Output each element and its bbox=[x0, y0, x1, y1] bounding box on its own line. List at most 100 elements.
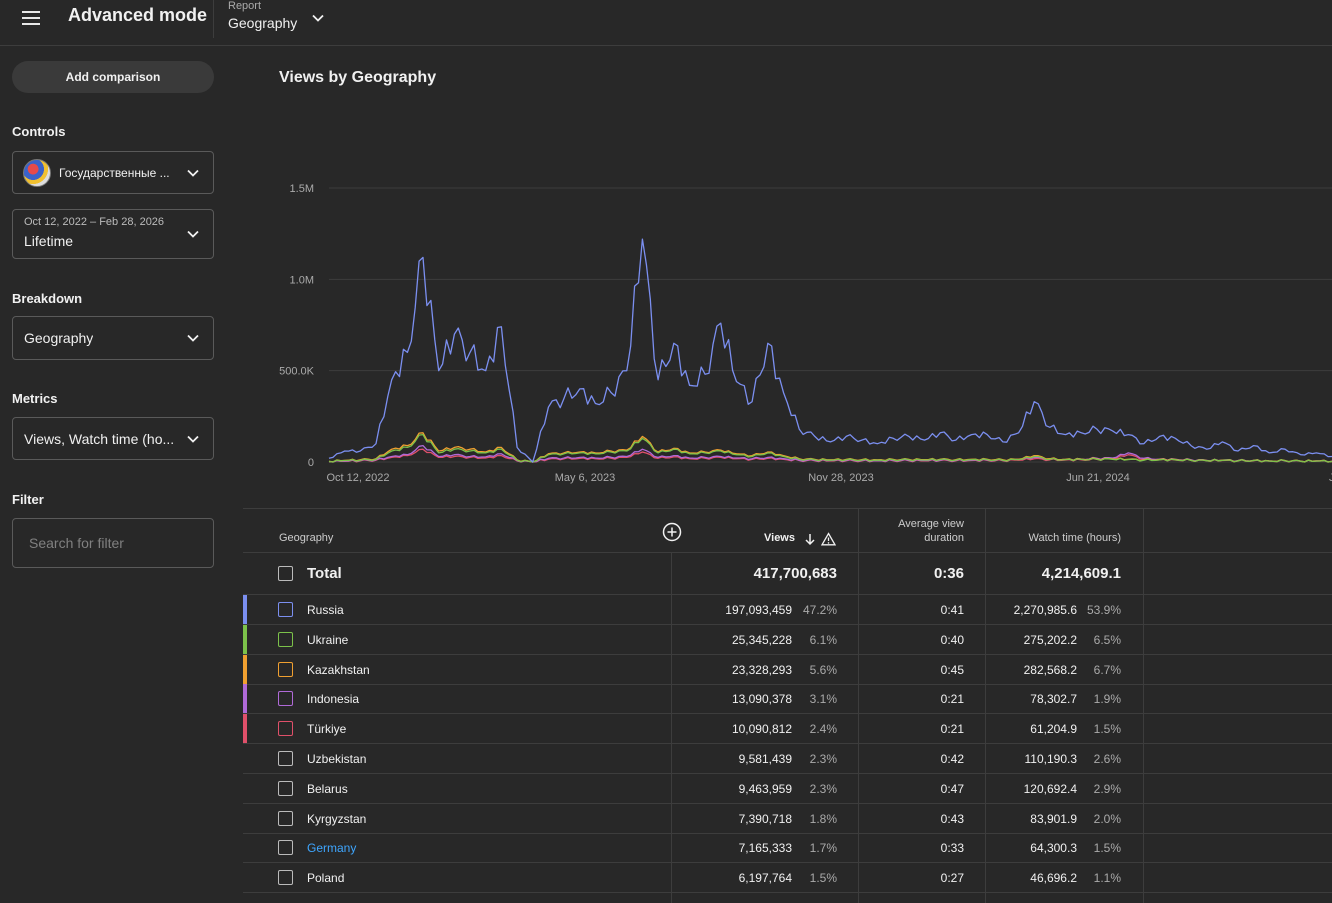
row-views: 6,197,764 bbox=[738, 871, 792, 886]
column-divider bbox=[1143, 508, 1144, 903]
add-column-icon[interactable] bbox=[662, 522, 682, 542]
row-watch-pct: 6.5% bbox=[1093, 632, 1121, 647]
row-duration: 0:40 bbox=[940, 632, 964, 647]
row-watch-time: 46,696.2 bbox=[1030, 871, 1077, 886]
table-row[interactable]: Ukraine 25,345,228 6.1% 0:40 275,202.2 6.5% bbox=[243, 624, 1332, 655]
row-checkbox[interactable] bbox=[278, 566, 293, 581]
sort-descending-icon[interactable] bbox=[804, 533, 816, 546]
date-range-text: Oct 12, 2022 – Feb 28, 2026 bbox=[24, 216, 165, 228]
metrics-selector[interactable]: Views, Watch time (ho... bbox=[12, 417, 214, 460]
row-duration: 0:21 bbox=[940, 722, 964, 737]
table-row[interactable]: Kazakhstan 23,328,293 5.6% 0:45 282,568.2 6.7… bbox=[243, 654, 1332, 685]
row-watch-time: 83,901.9 bbox=[1030, 811, 1077, 826]
row-name: Türkiye bbox=[307, 722, 347, 737]
row-checkbox[interactable] bbox=[278, 780, 293, 796]
table-row[interactable]: Russia 197,093,459 47.2% 0:41 2,270,985.6 53.… bbox=[243, 595, 1332, 625]
row-name: Poland bbox=[307, 871, 345, 886]
sidebar: Add comparison Controls Государственные … bbox=[0, 47, 228, 903]
row-watch-time: 78,302.7 bbox=[1030, 692, 1077, 707]
row-views-pct: 2.3% bbox=[809, 781, 837, 796]
row-duration: 0:45 bbox=[940, 662, 964, 677]
total-views: 417,700,683 bbox=[753, 565, 837, 582]
x-tick-label: May 6, 2023 bbox=[555, 472, 616, 484]
row-checkbox[interactable] bbox=[278, 751, 293, 766]
avg-duration-header-line1[interactable]: Average view bbox=[898, 518, 964, 530]
table-row[interactable]: Poland 6,197,764 1.5% 0:27 46,696.2 1.1% bbox=[243, 863, 1332, 894]
row-name: Uzbekistan bbox=[307, 752, 367, 766]
row-watch-pct: 2.0% bbox=[1093, 811, 1121, 826]
row-name[interactable]: Germany bbox=[307, 841, 357, 856]
menu-icon[interactable] bbox=[22, 10, 42, 26]
series-line-ukraine[interactable] bbox=[328, 433, 1332, 463]
row-checkbox[interactable] bbox=[278, 691, 293, 707]
row-duration: 0:21 bbox=[940, 692, 964, 707]
row-duration: 0:27 bbox=[940, 871, 964, 886]
row-views: 9,463,959 bbox=[738, 781, 792, 796]
row-checkbox[interactable] bbox=[278, 602, 293, 617]
row-checkbox[interactable] bbox=[278, 840, 293, 856]
warning-icon[interactable] bbox=[821, 532, 836, 546]
row-checkbox[interactable] bbox=[278, 810, 293, 826]
row-name: Total bbox=[307, 565, 342, 582]
row-views: 197,093,459 bbox=[725, 603, 792, 617]
row-watch-time: 282,568.2 bbox=[1023, 662, 1077, 677]
report-label: Report bbox=[228, 0, 262, 12]
table-row[interactable]: Uzbekistan 9,581,439 2.3% 0:42 110,190.3 2.6% bbox=[243, 744, 1332, 774]
row-watch-pct: 53.9% bbox=[1086, 603, 1121, 617]
chevron-down-icon bbox=[187, 435, 199, 443]
views-column-header[interactable]: Views bbox=[764, 532, 795, 544]
row-watch-pct: 1.5% bbox=[1093, 722, 1121, 737]
table-row[interactable]: Kyrgyzstan 7,390,718 1.8% 0:43 83,901.9 2.0% bbox=[243, 804, 1332, 834]
breakdown-value: Geography bbox=[24, 330, 94, 346]
row-views: 9,581,439 bbox=[738, 752, 792, 766]
chevron-down-icon[interactable] bbox=[310, 10, 326, 26]
row-checkbox[interactable] bbox=[278, 721, 293, 737]
y-tick-label: 1.0M bbox=[290, 274, 314, 286]
row-views: 7,390,718 bbox=[738, 811, 792, 826]
table-row[interactable]: Indonesia 13,090,378 3.1% 0:21 78,302.7 1.9% bbox=[243, 684, 1332, 715]
chevron-down-icon bbox=[187, 169, 199, 177]
channel-selector[interactable]: Государственные ... bbox=[12, 151, 214, 194]
watch-time-column-header[interactable]: Watch time (hours) bbox=[1028, 532, 1121, 544]
filter-input[interactable] bbox=[12, 518, 214, 568]
row-checkbox[interactable] bbox=[278, 870, 293, 886]
series-line-russia[interactable] bbox=[328, 238, 1332, 463]
header-divider bbox=[213, 0, 214, 38]
total-duration: 0:36 bbox=[933, 565, 964, 582]
table-header: Geography Views Average view duration Wa… bbox=[243, 508, 1332, 553]
row-watch-pct: 1.9% bbox=[1093, 692, 1121, 707]
row-views-pct: 1.7% bbox=[809, 841, 837, 856]
breakdown-selector[interactable]: Geography bbox=[12, 316, 214, 360]
row-watch-pct: 1.5% bbox=[1093, 841, 1121, 856]
series-color-strip bbox=[243, 595, 247, 624]
geography-column-header[interactable]: Geography bbox=[279, 532, 334, 544]
row-views-pct: 47.2% bbox=[802, 603, 837, 617]
views-line-chart: 0 500.0K 1.0M 1.5M Oct 12, 2022 May 6, 2023 No… bbox=[279, 183, 1332, 484]
table-row[interactable]: Belarus 9,463,959 2.3% 0:47 120,692.4 2.9% bbox=[243, 774, 1332, 804]
table-row[interactable]: Germany 7,165,333 1.7% 0:33 64,300.3 1.5% bbox=[243, 833, 1332, 864]
row-watch-pct: 6.7% bbox=[1093, 662, 1121, 677]
row-views-pct: 6.1% bbox=[809, 632, 837, 647]
row-views-pct: 5.6% bbox=[809, 662, 837, 677]
date-range-selector[interactable]: Oct 12, 2022 – Feb 28, 2026 Lifetime bbox=[12, 209, 214, 259]
avg-duration-header-line2[interactable]: duration bbox=[924, 532, 964, 544]
add-comparison-button[interactable]: Add comparison bbox=[12, 61, 214, 93]
row-views-pct: 1.8% bbox=[809, 811, 837, 826]
row-checkbox[interactable] bbox=[278, 661, 293, 677]
row-views: 7,165,333 bbox=[738, 841, 792, 856]
row-duration: 0:43 bbox=[940, 811, 964, 826]
row-checkbox[interactable] bbox=[278, 631, 293, 647]
report-selector[interactable]: Geography bbox=[228, 15, 298, 31]
row-views-pct: 3.1% bbox=[809, 692, 837, 707]
row-name: Ukraine bbox=[307, 632, 349, 647]
y-tick-label: 0 bbox=[308, 457, 314, 469]
top-bar: Advanced mode Report Geography bbox=[0, 0, 1332, 46]
row-watch-time: 64,300.3 bbox=[1030, 841, 1077, 856]
row-name: Kyrgyzstan bbox=[307, 811, 367, 826]
table-row[interactable]: Türkiye 10,090,812 2.4% 0:21 61,204.9 1.5% bbox=[243, 714, 1332, 745]
y-tick-label: 500.0K bbox=[279, 366, 315, 378]
row-views: 23,328,293 bbox=[731, 662, 792, 677]
app-title: Advanced mode bbox=[68, 5, 208, 25]
total-watch-time: 4,214,609.1 bbox=[1041, 565, 1121, 582]
filter-label: Filter bbox=[12, 492, 44, 507]
